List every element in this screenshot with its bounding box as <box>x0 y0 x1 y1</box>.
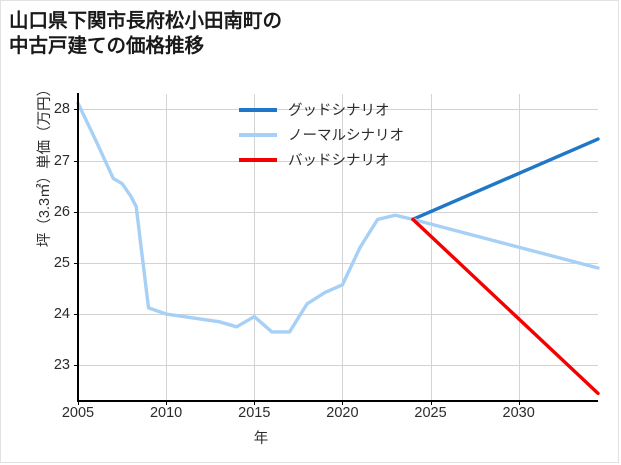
series-line <box>411 137 600 222</box>
x-tick-label: 2015 <box>238 405 271 421</box>
gridline-horizontal <box>78 160 598 162</box>
y-tick-label: 23 <box>53 357 70 374</box>
y-tick-mark <box>74 365 78 367</box>
gridline-vertical <box>342 94 344 401</box>
series-line <box>76 101 415 334</box>
y-tick-label: 24 <box>53 306 70 323</box>
gridline-vertical <box>254 94 256 401</box>
plot-area <box>74 94 600 405</box>
gridline-horizontal <box>78 211 598 213</box>
y-tick-label: 26 <box>53 203 70 220</box>
x-tick-mark <box>430 401 432 405</box>
legend-swatch-icon <box>239 107 277 112</box>
y-tick-mark <box>74 160 78 162</box>
x-tick-label: 2030 <box>502 405 535 421</box>
y-tick-label: 25 <box>53 254 70 271</box>
x-tick-mark <box>166 401 168 405</box>
series-line <box>411 217 600 396</box>
gridline-horizontal <box>78 109 598 111</box>
y-tick-label: 28 <box>53 101 70 118</box>
legend-item-label: グッドシナリオ <box>288 103 390 119</box>
y-tick-mark <box>74 262 78 264</box>
chart-legend: グッドシナリオ ノーマルシナリオ バッドシナリオ <box>239 97 469 172</box>
legend-item[interactable]: グッドシナリオ <box>239 97 469 122</box>
x-tick-label: 2020 <box>326 405 359 421</box>
y-tick-mark <box>74 211 78 213</box>
legend-item[interactable]: バッドシナリオ <box>239 147 469 172</box>
x-tick-mark <box>78 401 79 405</box>
x-tick-mark <box>518 401 520 405</box>
x-tick-mark <box>254 401 256 405</box>
legend-item[interactable]: ノーマルシナリオ <box>239 122 469 147</box>
legend-item-label: バッドシナリオ <box>288 153 390 169</box>
y-tick-mark <box>74 314 78 316</box>
series-line <box>411 217 600 270</box>
y-axis-title: 坪（3.3㎡）単価（万円） <box>37 81 54 248</box>
legend-item-label: ノーマルシナリオ <box>288 128 404 144</box>
x-tick-mark <box>342 401 344 405</box>
gridline-vertical <box>430 94 432 401</box>
y-tick-mark <box>74 109 78 111</box>
series-lines <box>76 101 600 396</box>
gridline-horizontal <box>78 262 598 264</box>
x-tick-label: 2010 <box>149 405 183 421</box>
x-tick-label: 2025 <box>414 405 447 421</box>
x-tick-label: 2005 <box>61 405 95 421</box>
y-tick-label: 27 <box>53 152 70 169</box>
gridline-vertical <box>166 94 168 401</box>
gridline-horizontal <box>78 365 598 367</box>
y-axis-line <box>77 93 79 402</box>
legend-swatch-icon <box>239 132 277 137</box>
gridline-horizontal <box>78 314 598 316</box>
x-axis-line <box>77 400 598 402</box>
page-title: 山口県下関市長府松小田南町の 中古戸建ての価格推移 <box>9 10 283 57</box>
legend-swatch-icon <box>239 157 277 162</box>
x-axis-title: 年 <box>253 431 269 447</box>
